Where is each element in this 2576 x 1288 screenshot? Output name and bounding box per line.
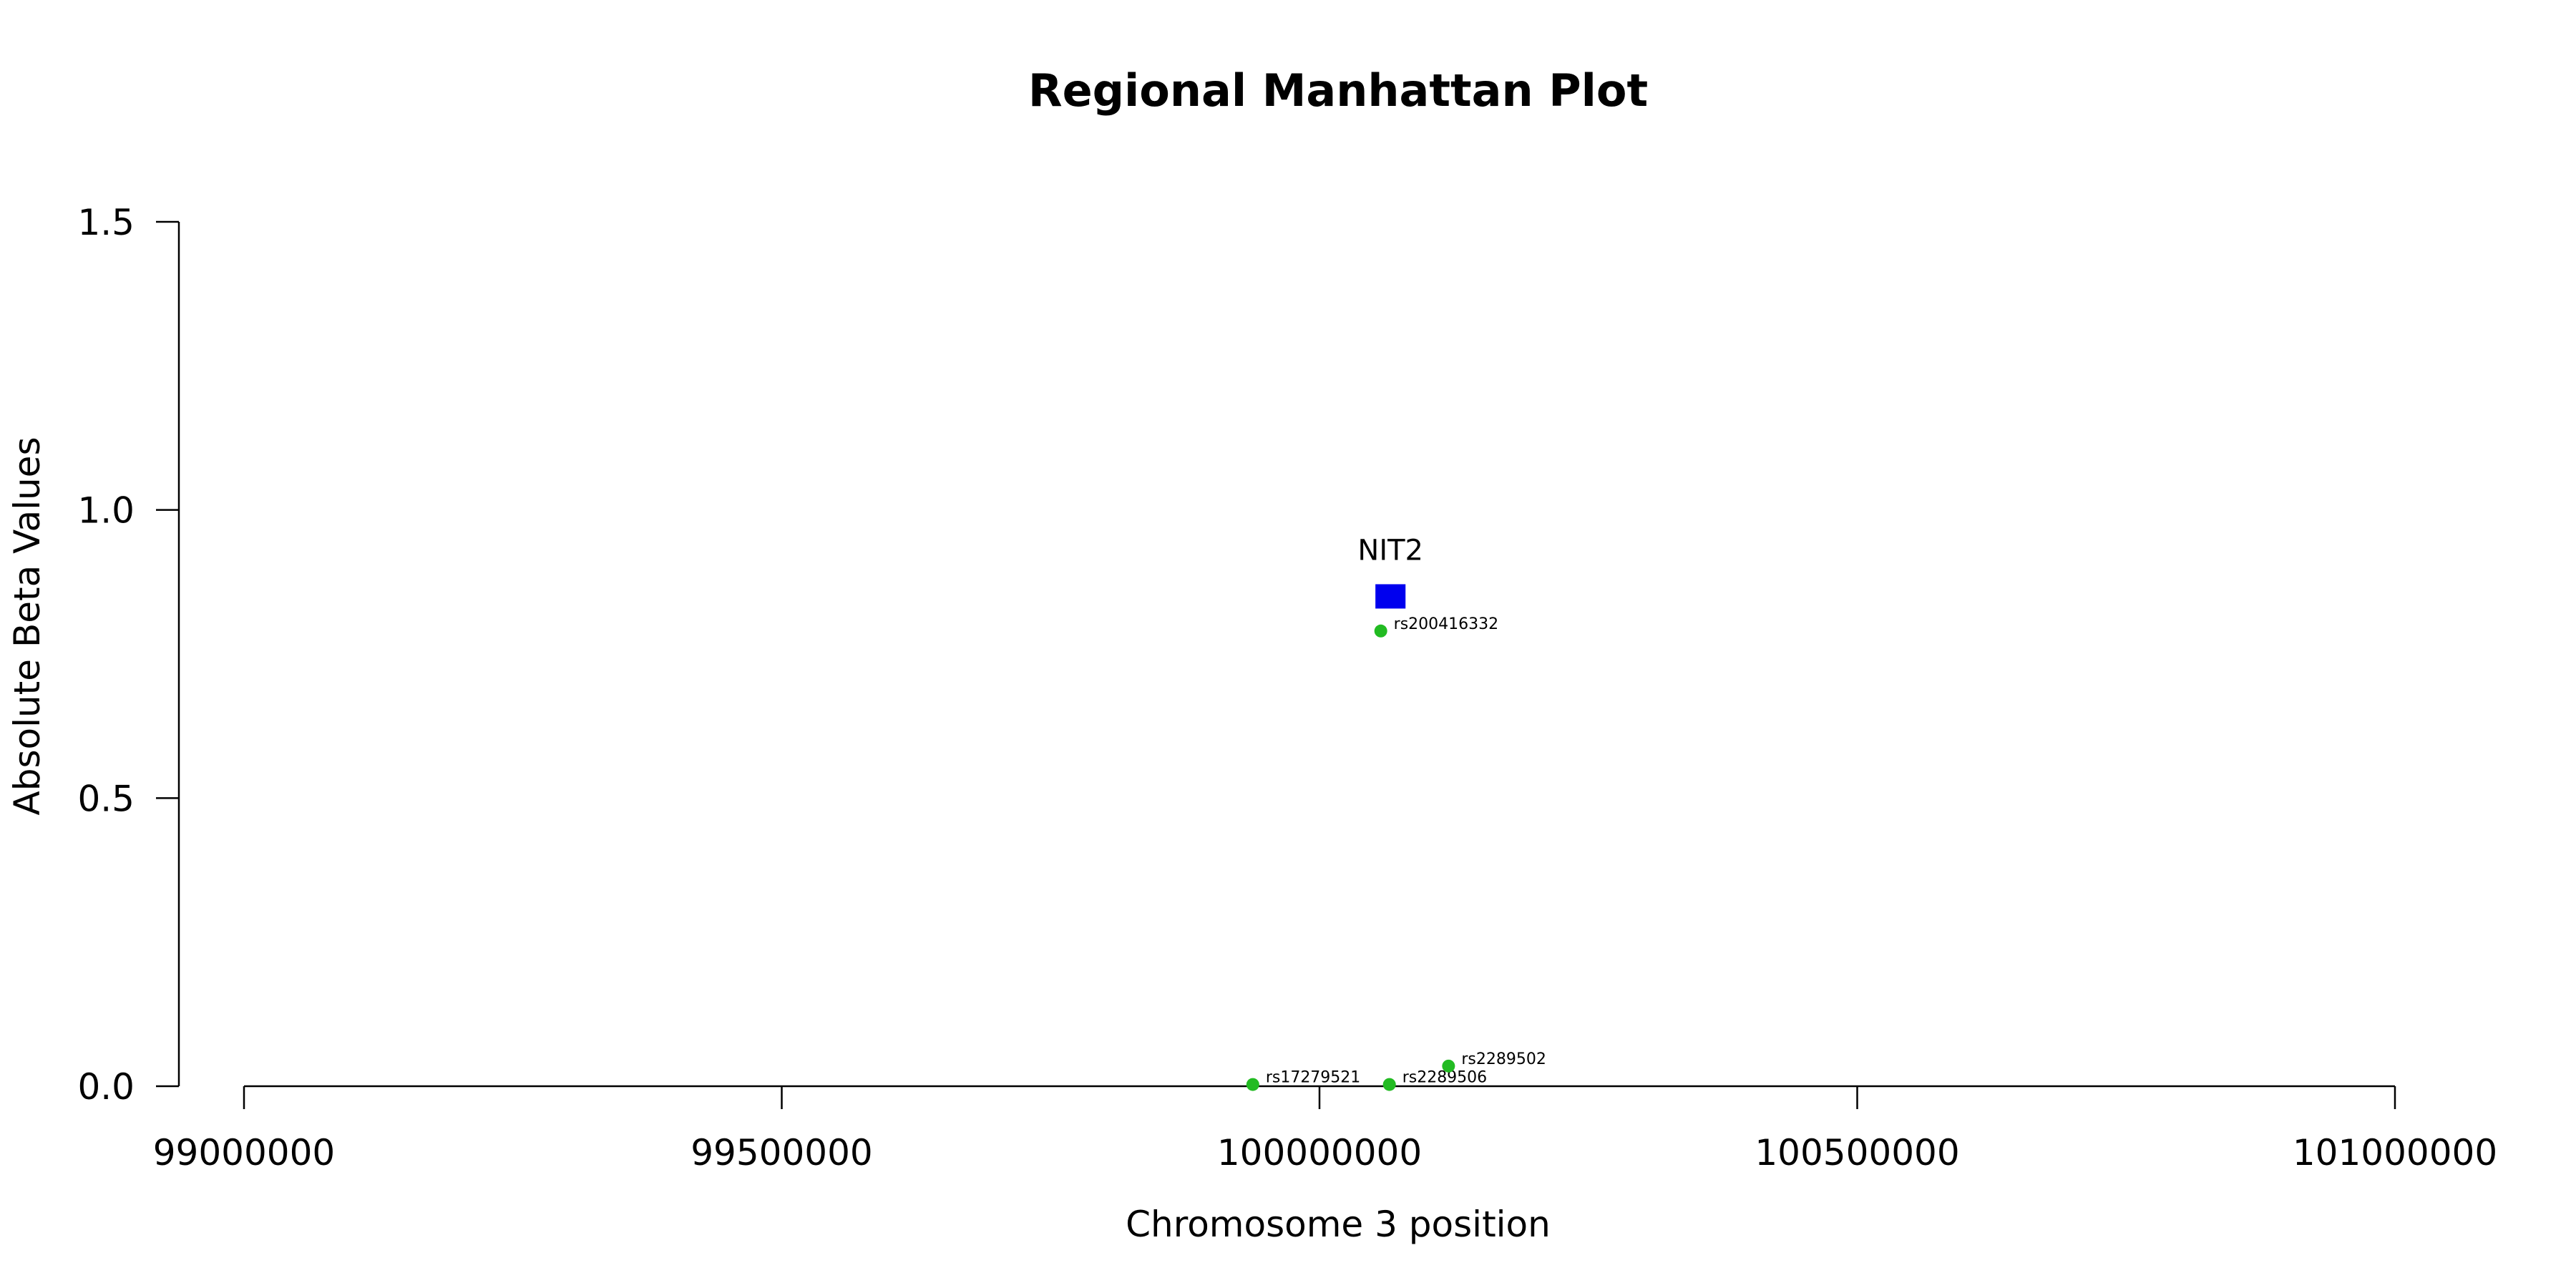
y-tick-label: 0.5 (77, 778, 135, 819)
y-axis-label: Absolute Beta Values (6, 437, 48, 816)
snp-label: rs2289502 (1461, 1050, 1546, 1068)
x-axis: 99000000 99500000 100000000 100500000 101000… (153, 1085, 2497, 1174)
snp-point (1374, 624, 1387, 638)
snp-label: rs2289506 (1402, 1069, 1487, 1087)
gene-layer: NIT2 (1357, 534, 1423, 609)
snp-label: rs17279521 (1266, 1069, 1360, 1087)
x-tick-label: 100000000 (1217, 1132, 1422, 1174)
y-tick-label: 1.0 (77, 490, 135, 532)
gene-label: NIT2 (1357, 534, 1423, 567)
x-tick-label: 101000000 (2293, 1132, 2497, 1174)
x-tick-label: 99500000 (691, 1132, 873, 1174)
snp-point (1246, 1078, 1259, 1091)
snp-point (1442, 1059, 1455, 1073)
chart-title: Regional Manhattan Plot (1028, 64, 1648, 117)
y-axis: 0.0 0.5 1.0 1.5 (77, 202, 180, 1108)
snp-label: rs200416332 (1394, 615, 1498, 633)
x-axis-label: Chromosome 3 position (1126, 1204, 1551, 1245)
x-tick-label: 99000000 (153, 1132, 336, 1174)
y-tick-label: 1.5 (77, 202, 135, 243)
snp-point (1382, 1078, 1396, 1091)
y-tick-label: 0.0 (77, 1066, 135, 1108)
x-tick-label: 100500000 (1755, 1132, 1959, 1174)
gene-box (1375, 584, 1406, 609)
